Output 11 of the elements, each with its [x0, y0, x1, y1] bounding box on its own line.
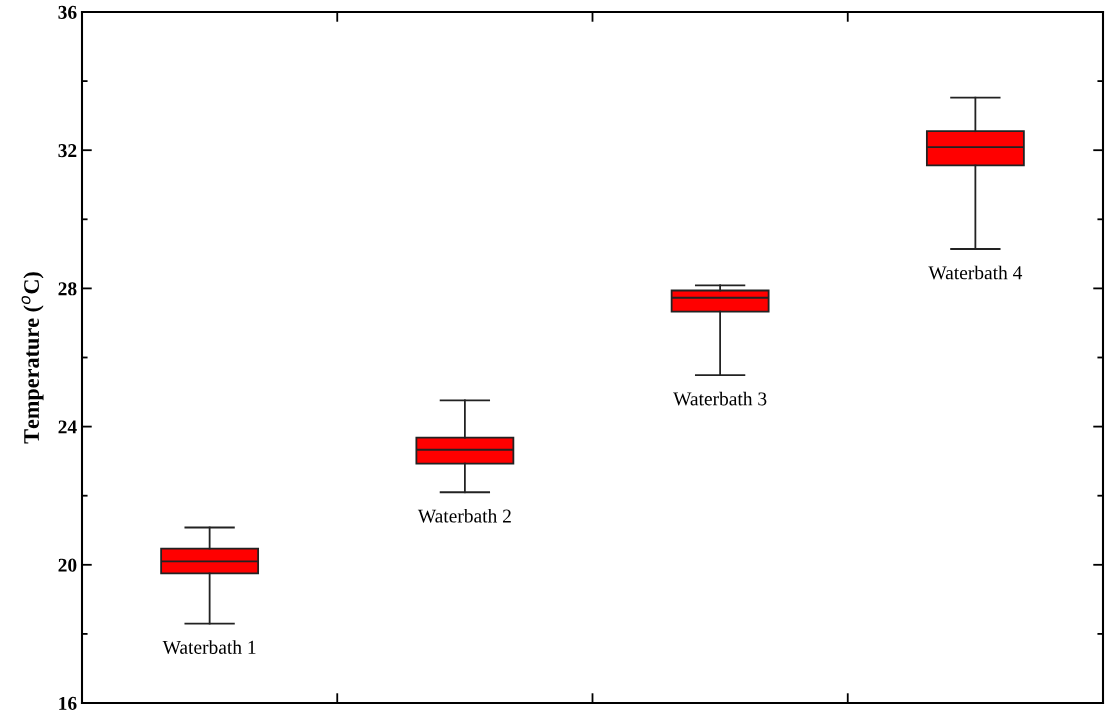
y-tick-label: 28	[58, 282, 77, 296]
y-tick-label: 24	[58, 420, 77, 434]
y-tick-label: 36	[58, 5, 77, 19]
x-tick-label: Waterbath 3	[673, 391, 767, 406]
x-tick-label: Waterbath 2	[417, 508, 511, 523]
y-tick-label: 32	[58, 144, 77, 158]
x-tick-label: Waterbath 4	[928, 265, 1023, 280]
y-axis-title: Temperature ($^{o}$C)	[21, 272, 44, 444]
y-tick-label: 20	[58, 558, 77, 572]
x-tick-label: Waterbath 1	[162, 640, 256, 654]
y-tick-label: 16	[59, 696, 77, 710]
